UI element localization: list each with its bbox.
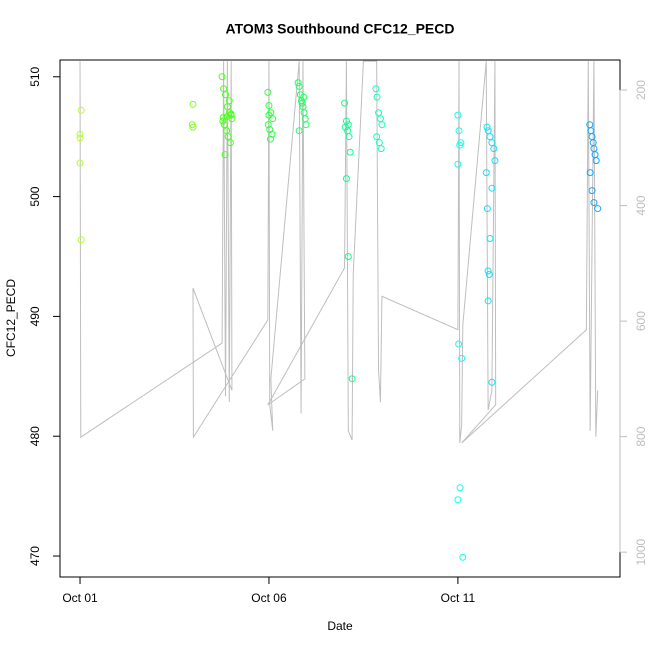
data-point [490, 145, 498, 153]
data-point [269, 115, 277, 123]
pressure-line [79, 60, 599, 444]
data-point [485, 270, 493, 278]
data-point [76, 159, 84, 167]
data-point [488, 378, 496, 386]
data-point [300, 93, 308, 101]
plot-area [76, 60, 602, 561]
data-point [455, 340, 463, 348]
data-point [483, 205, 491, 213]
data-point [491, 157, 499, 165]
data-point [222, 91, 230, 99]
data-point [295, 127, 303, 135]
y2-tick-label: 400 [634, 195, 648, 215]
data-point [486, 235, 494, 243]
data-point [227, 110, 235, 118]
data-point [76, 134, 84, 142]
data-point [590, 199, 598, 207]
data-point [486, 133, 494, 141]
data-point [456, 484, 464, 492]
data-point [484, 297, 492, 305]
y2-tick-label: 600 [634, 311, 648, 331]
data-point [483, 123, 491, 131]
data-point [377, 145, 385, 153]
data-point [459, 553, 467, 561]
data-point [219, 114, 227, 122]
data-point [375, 139, 383, 147]
data-point [189, 100, 197, 108]
data-point [342, 175, 350, 183]
y2-tick-label: 1000 [634, 538, 648, 565]
data-point [488, 139, 496, 147]
data-point [225, 97, 233, 105]
data-point [454, 111, 462, 119]
data-point [189, 123, 197, 131]
y-tick-label: 510 [28, 66, 42, 86]
data-point [457, 139, 465, 147]
data-point [220, 85, 228, 93]
y-axis-label: CFC12_PECD [4, 279, 18, 357]
data-point [265, 111, 273, 119]
data-point [484, 267, 492, 275]
data-point [226, 139, 234, 147]
data-point [295, 82, 303, 90]
data-point [77, 236, 85, 244]
data-point [454, 496, 462, 504]
data-point [482, 169, 490, 177]
data-point [265, 102, 273, 110]
data-point [373, 93, 381, 101]
data-point [592, 157, 600, 165]
data-point [224, 133, 232, 141]
data-point [345, 133, 353, 141]
data-point [219, 117, 227, 125]
y-tick-label: 470 [28, 546, 42, 566]
data-point [375, 109, 383, 117]
data-point [223, 112, 231, 120]
data-point [218, 73, 226, 81]
data-point [264, 121, 272, 129]
data-point [76, 130, 84, 138]
data-point [268, 130, 276, 138]
data-point [341, 123, 349, 131]
data-point [376, 115, 384, 123]
y-tick-label: 480 [28, 426, 42, 446]
data-point [378, 121, 386, 129]
data-point [348, 375, 356, 383]
x-tick-label: Oct 11 [441, 591, 476, 605]
data-point [302, 121, 310, 129]
data-point [488, 184, 496, 192]
data-point [372, 85, 380, 93]
x-tick-label: Oct 06 [251, 591, 287, 605]
data-point [458, 354, 466, 362]
y2-tick-label: 200 [634, 80, 648, 100]
y-tick-label: 500 [28, 186, 42, 206]
x-axis-label: Date [327, 619, 353, 633]
data-point [220, 121, 228, 129]
data-point [266, 135, 274, 143]
x-tick-label: Oct 01 [62, 591, 98, 605]
data-point [221, 151, 229, 159]
data-point [264, 88, 272, 96]
data-point [223, 103, 231, 111]
data-point [373, 133, 381, 141]
data-point [586, 169, 594, 177]
data-point [455, 127, 463, 135]
data-point [300, 109, 308, 117]
data-point [588, 187, 596, 195]
data-point [454, 160, 462, 168]
data-point [344, 252, 352, 260]
data-point [294, 79, 302, 87]
y2-tick-label: 800 [634, 426, 648, 446]
data-point [594, 205, 602, 213]
plot-frame [59, 59, 621, 578]
data-point [341, 99, 349, 107]
y-tick-label: 490 [28, 306, 42, 326]
data-point [346, 148, 354, 156]
data-point [484, 127, 492, 135]
data-point [77, 106, 85, 114]
chart-title: ATOM3 Southbound CFC12_PECD [226, 21, 455, 37]
